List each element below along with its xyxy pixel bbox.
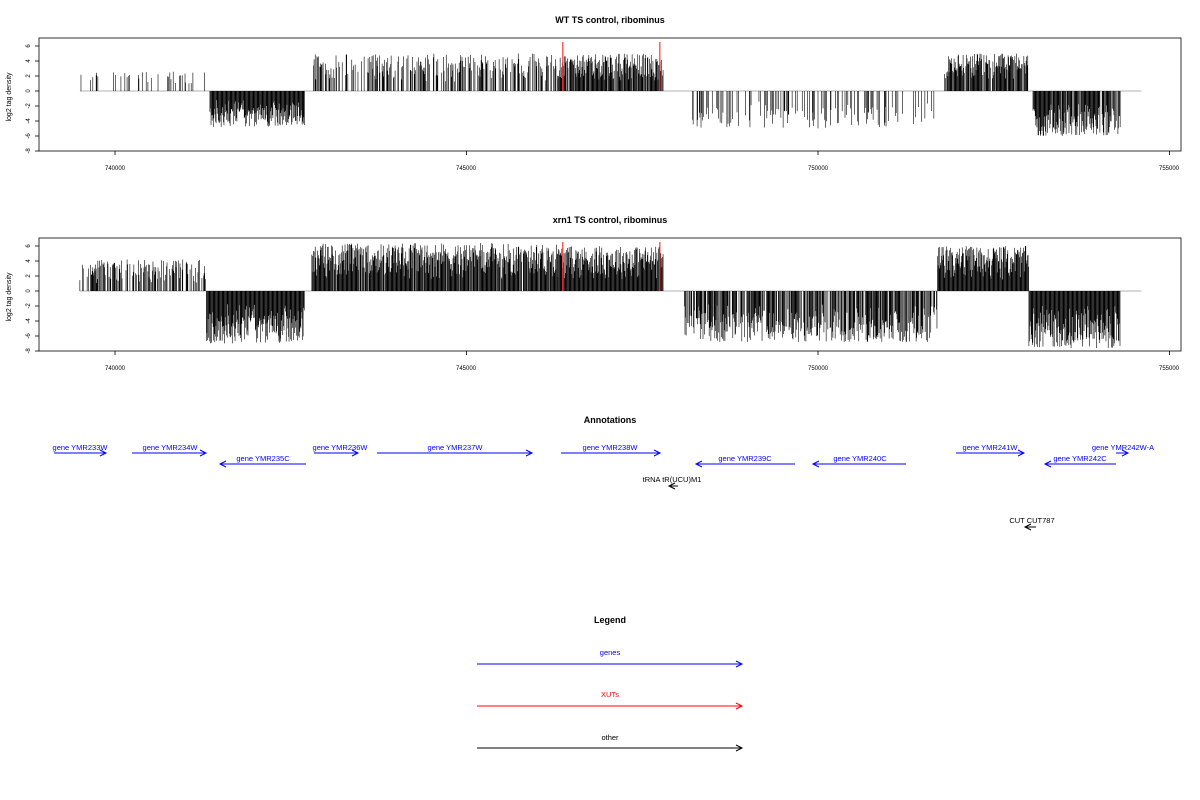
arrowhead-icon — [667, 482, 676, 490]
annotation-feature: gene YMR241W — [956, 443, 1026, 457]
plot-frame — [38, 37, 1182, 152]
x-tick-label: 750000 — [808, 366, 829, 372]
annotation-feature: gene YMR240C — [811, 454, 906, 468]
x-tick-label: 755000 — [1159, 366, 1180, 372]
panel-title: xrn1 TS control, ribominus — [553, 215, 668, 225]
arrowhead-icon — [1043, 460, 1052, 468]
annotation-feature: gene YMR242W-A — [1092, 443, 1154, 457]
feature-label: gene YMR235C — [236, 454, 290, 463]
annotation-features: gene YMR233W gene YMR234W gene YMR235C gene… — [53, 443, 1154, 531]
feature-label: gene YMR234W — [143, 443, 199, 452]
x-tick-label: 745000 — [456, 166, 477, 172]
x-tick-label: 755000 — [1159, 166, 1180, 172]
panel-wt: WT TS control, ribominus log2 tag densit… — [6, 15, 1182, 172]
density-bars — [79, 242, 1121, 348]
arrowhead-icon — [1017, 449, 1026, 457]
annotation-feature: gene YMR234W — [132, 443, 208, 457]
y-tick-label: -8 — [26, 348, 32, 354]
x-tick-label: 740000 — [105, 366, 126, 372]
feature-label: gene YMR238W — [583, 443, 639, 452]
legend: Legend genes XUTs other — [477, 615, 744, 752]
y-tick-label: 4 — [26, 59, 32, 63]
legend-item-label: XUTs — [601, 690, 619, 699]
feature-label: gene YMR241W — [963, 443, 1019, 452]
y-axis-label: log2 tag density — [6, 272, 13, 322]
legend-item-label: genes — [600, 648, 621, 657]
legend-arrowhead-icon — [735, 702, 744, 710]
panel-title: WT TS control, ribominus — [555, 15, 665, 25]
annotations-title: Annotations — [584, 415, 637, 425]
arrowhead-icon — [199, 449, 208, 457]
annotation-feature: gene YMR238W — [561, 443, 662, 457]
arrowhead-icon — [653, 449, 662, 457]
feature-label: gene YMR242C — [1053, 454, 1107, 463]
y-tick-label: 0 — [26, 289, 32, 293]
feature-label: gene YMR237W — [428, 443, 484, 452]
y-tick-label: 2 — [26, 274, 32, 278]
density-bars — [80, 42, 1121, 136]
y-tick-label: -8 — [26, 148, 32, 154]
y-tick-label: 2 — [26, 74, 32, 78]
y-tick-label: -4 — [26, 118, 32, 124]
panel-xrn1: xrn1 TS control, ribominus log2 tag dens… — [6, 215, 1182, 372]
feature-label: gene YMR242W-A — [1092, 443, 1154, 452]
arrowhead-icon — [811, 460, 820, 468]
annotation-feature: gene YMR236W — [313, 443, 369, 457]
arrowhead-icon — [1023, 523, 1032, 531]
legend-arrowhead-icon — [735, 744, 744, 752]
plot-frame — [38, 237, 1182, 352]
arrowhead-icon — [694, 460, 703, 468]
y-axis-label: log2 tag density — [6, 72, 13, 122]
x-tick-label: 745000 — [456, 366, 477, 372]
annotation-feature: CUT CUT787 — [1009, 516, 1055, 531]
annotation-feature: gene YMR235C — [218, 454, 306, 468]
y-tick-label: -4 — [26, 318, 32, 324]
x-tick-label: 750000 — [808, 166, 829, 172]
y-tick-label: -6 — [26, 333, 32, 339]
legend-title: Legend — [594, 615, 626, 625]
y-tick-label: 6 — [26, 44, 32, 48]
feature-label: gene YMR236W — [313, 443, 369, 452]
arrowhead-icon — [218, 460, 227, 468]
feature-label: CUT CUT787 — [1009, 516, 1054, 525]
annotation-feature: gene YMR242C — [1043, 454, 1116, 468]
x-tick-label: 740000 — [105, 166, 126, 172]
feature-label: gene YMR239C — [718, 454, 772, 463]
annotations-track: Annotations gene YMR233W gene YMR234Wgene… — [53, 415, 1154, 531]
legend-arrowhead-icon — [735, 660, 744, 668]
legend-item-label: other — [601, 733, 619, 742]
feature-label: gene YMR233W — [53, 443, 109, 452]
y-tick-label: -2 — [26, 303, 32, 309]
annotation-feature: gene YMR237W — [377, 443, 534, 457]
annotation-feature: gene YMR233W — [53, 443, 109, 457]
arrowhead-icon — [1121, 449, 1130, 457]
axes — [35, 45, 1170, 155]
annotation-feature: gene YMR239C — [694, 454, 795, 468]
arrowhead-icon — [525, 449, 534, 457]
y-tick-label: 0 — [26, 89, 32, 93]
arrowhead-icon — [351, 449, 360, 457]
annotation-feature: tRNA tR(UCU)M1 — [643, 475, 702, 490]
y-tick-label: 6 — [26, 244, 32, 248]
feature-label: tRNA tR(UCU)M1 — [643, 475, 702, 484]
y-tick-label: -2 — [26, 103, 32, 109]
y-tick-label: -6 — [26, 133, 32, 139]
arrowhead-icon — [99, 449, 108, 457]
y-tick-label: 4 — [26, 259, 32, 263]
feature-label: gene YMR240C — [833, 454, 887, 463]
